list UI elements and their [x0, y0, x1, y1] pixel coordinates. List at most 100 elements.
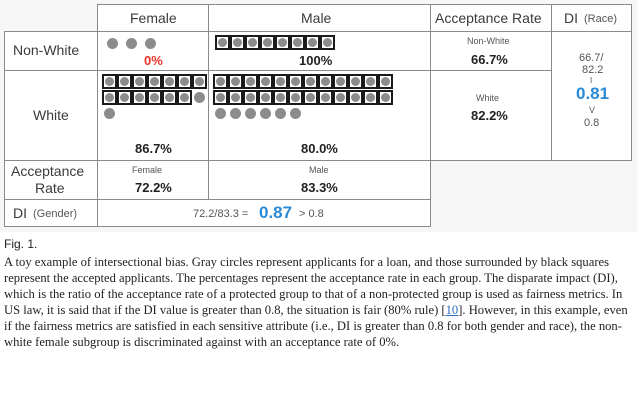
race-nonwhite-rate: 66.7% [471, 52, 508, 67]
applicant-accepted-icon [117, 90, 132, 105]
applicant-accepted-icon [378, 74, 393, 89]
cell-race-white-rate: White 82.2% [430, 70, 552, 161]
applicant-accepted-icon [230, 35, 245, 50]
applicant-rejected-icon [194, 92, 205, 103]
applicant-accepted-icon [288, 90, 303, 105]
cell-nonwhite-female: 0% [97, 31, 209, 71]
header-di-race-cell: DI (Race) [551, 4, 632, 32]
applicant-accepted-icon [228, 74, 243, 89]
applicant-rejected-icon [260, 108, 271, 119]
figure-caption: Fig. 1. A toy example of intersectional … [4, 236, 634, 350]
header-male: Male [301, 10, 332, 26]
applicant-accepted-icon [305, 35, 320, 50]
applicant-rejected-icon [107, 38, 118, 49]
applicant-accepted-icon [320, 35, 335, 50]
applicant-accepted-icon [162, 74, 177, 89]
applicant-rejected-icon [275, 108, 286, 119]
applicant-accepted-icon [258, 74, 273, 89]
applicant-accepted-icon [348, 90, 363, 105]
row-header-di: DI [13, 205, 27, 221]
gender-male-rate: 83.3% [301, 180, 338, 195]
applicant-accepted-icon [177, 90, 192, 105]
row-di-gender-header-cell: DI (Gender) [4, 199, 98, 227]
cell-di-gender: 72.2/83.3 = 0.87 > 0.8 [97, 199, 431, 227]
applicant-accepted-icon [162, 90, 177, 105]
row-header-nonwhite: Non-White [13, 42, 80, 58]
applicant-accepted-icon [192, 74, 207, 89]
applicant-rejected-icon [230, 108, 241, 119]
header-male-cell: Male [208, 4, 431, 32]
race-white-label: White [476, 93, 500, 103]
applicant-accepted-icon [273, 74, 288, 89]
applicant-accepted-icon [260, 35, 275, 50]
applicant-accepted-icon [303, 90, 318, 105]
applicant-accepted-icon [228, 90, 243, 105]
applicant-accepted-icon [215, 35, 230, 50]
di-race-value: 0.81 [576, 84, 610, 103]
applicant-rejected-icon [104, 108, 115, 119]
applicant-accepted-icon [147, 90, 162, 105]
applicant-accepted-icon [243, 90, 258, 105]
cell-nonwhite-male: 100% [208, 31, 431, 71]
di-race-formula-bottom: 82.2 [582, 64, 604, 76]
header-acceptance-rate-cell: Acceptance Rate [430, 4, 552, 32]
applicant-accepted-icon [132, 90, 147, 105]
rate-nonwhite-female: 0% [144, 53, 163, 68]
cell-white-male: 80.0% [208, 70, 431, 161]
cell-race-nonwhite-rate: Non-White 66.7% [430, 31, 552, 71]
figure-panel: Female Male Acceptance Rate DI (Race) No… [4, 4, 632, 227]
di-race-divider: I [590, 76, 593, 85]
applicant-accepted-icon [363, 90, 378, 105]
cell-di-race: 66.7/ 82.2 I 0.81 V 0.8 [551, 31, 632, 161]
cell-white-female: 86.7% [97, 70, 209, 161]
applicant-accepted-icon [363, 74, 378, 89]
applicant-accepted-icon [177, 74, 192, 89]
applicant-accepted-icon [333, 90, 348, 105]
applicant-rejected-icon [145, 38, 156, 49]
header-di: DI [564, 10, 578, 26]
rate-white-male: 80.0% [301, 141, 338, 156]
di-race-threshold: 0.8 [584, 117, 600, 129]
caption-text-before: A toy example of intersectional bias. Gr… [4, 255, 623, 317]
applicant-accepted-icon [117, 74, 132, 89]
applicant-accepted-icon [213, 74, 228, 89]
header-di-suffix: (Race) [584, 13, 618, 25]
di-gender-value: 0.87 [259, 203, 293, 222]
race-white-rate: 82.2% [471, 108, 508, 123]
applicant-accepted-icon [213, 90, 228, 105]
header-female: Female [130, 10, 177, 26]
row-header-di-suffix: (Gender) [33, 208, 78, 220]
header-acceptance-rate: Acceptance Rate [435, 10, 542, 26]
row-acceptance-header-cell: Acceptance Rate [4, 160, 98, 200]
applicant-accepted-icon [102, 74, 117, 89]
cell-gender-female-rate: Female 72.2% [97, 160, 209, 200]
applicant-accepted-icon [333, 74, 348, 89]
applicant-accepted-icon [102, 90, 117, 105]
row-header-rate: Rate [35, 180, 65, 196]
applicant-accepted-icon [303, 74, 318, 89]
applicant-accepted-icon [318, 90, 333, 105]
cell-gender-male-rate: Male 83.3% [208, 160, 431, 200]
applicant-accepted-icon [132, 74, 147, 89]
gender-male-label: Male [309, 165, 329, 175]
gender-female-label: Female [132, 165, 163, 175]
applicant-accepted-icon [290, 35, 305, 50]
race-nonwhite-label: Non-White [467, 36, 510, 46]
applicant-accepted-icon [275, 35, 290, 50]
citation-link[interactable]: 10 [445, 303, 459, 317]
di-race-formula-top: 66.7/ [579, 52, 604, 64]
di-gender-formula: 72.2/83.3 = [193, 208, 249, 220]
header-female-cell: Female [97, 4, 209, 32]
applicant-accepted-icon [147, 74, 162, 89]
applicant-rejected-icon [126, 38, 137, 49]
applicant-rejected-icon [215, 108, 226, 119]
applicant-accepted-icon [245, 35, 260, 50]
di-gender-compare: > 0.8 [299, 208, 324, 220]
row-header-white: White [33, 107, 69, 123]
applicant-accepted-icon [243, 74, 258, 89]
applicant-accepted-icon [318, 74, 333, 89]
applicant-rejected-icon [290, 108, 301, 119]
caption-label: Fig. 1. [4, 237, 38, 251]
applicant-accepted-icon [378, 90, 393, 105]
applicant-accepted-icon [273, 90, 288, 105]
